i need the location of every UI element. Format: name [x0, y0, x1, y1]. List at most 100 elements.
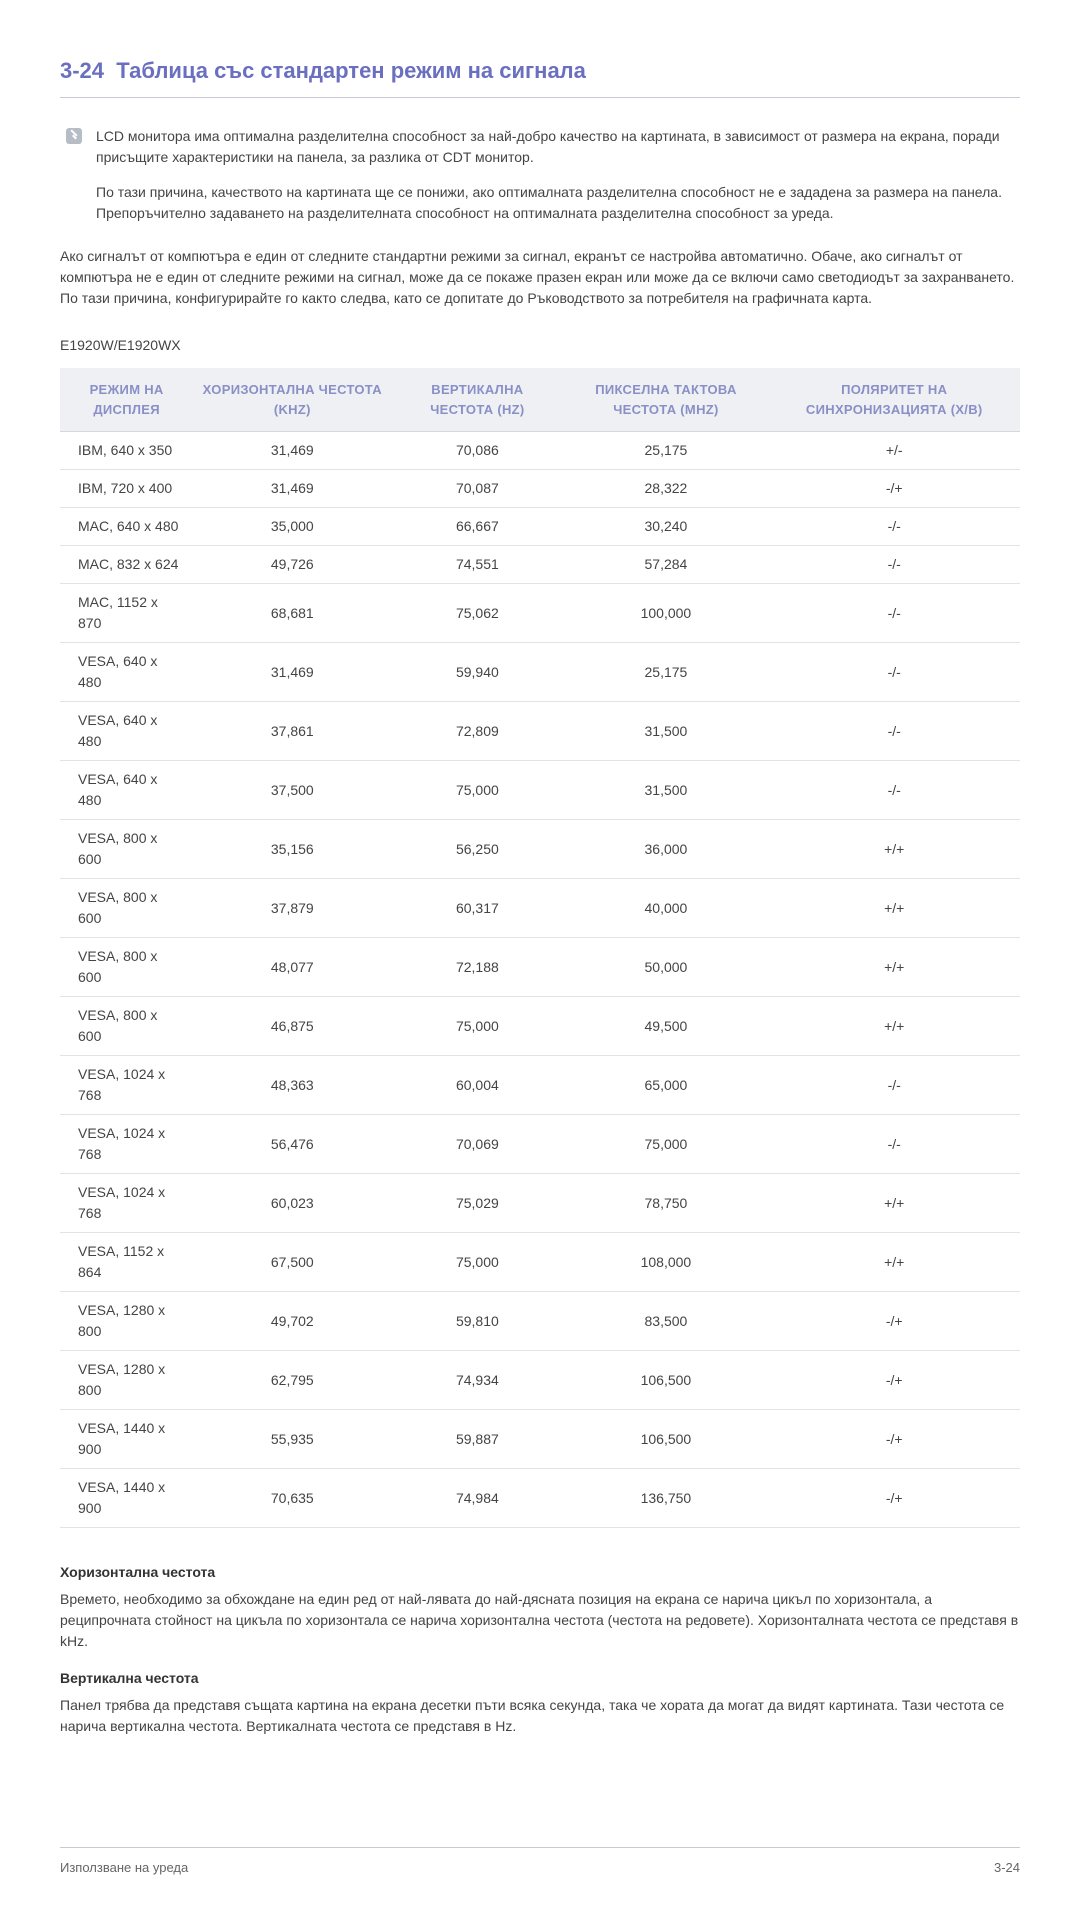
- table-header-row: РЕЖИМ НА ДИСПЛЕЯ ХОРИЗОНТАЛНА ЧЕСТОТА (K…: [60, 368, 1020, 432]
- table-cell: 25,175: [563, 643, 768, 702]
- page-footer: Използване на уреда 3-24: [60, 1847, 1020, 1878]
- table-cell: 67,500: [193, 1233, 391, 1292]
- table-cell: IBM, 640 x 350: [60, 432, 193, 470]
- table-row: IBM, 720 x 40031,46970,08728,322-/+: [60, 470, 1020, 508]
- table-cell: 48,077: [193, 938, 391, 997]
- definition-title: Хоризонтална честота: [60, 1562, 1020, 1583]
- table-cell: VESA, 1440 x 900: [60, 1469, 193, 1528]
- table-cell: 62,795: [193, 1351, 391, 1410]
- col-sync-polarity: ПОЛЯРИТЕТ НА СИНХРОНИЗАЦИЯТА (Х/В): [768, 368, 1020, 432]
- table-cell: 68,681: [193, 584, 391, 643]
- table-row: VESA, 1280 x 80049,70259,81083,500-/+: [60, 1292, 1020, 1351]
- table-row: VESA, 1024 x 76856,47670,06975,000-/-: [60, 1115, 1020, 1174]
- table-cell: 72,809: [391, 702, 563, 761]
- table-cell: +/+: [768, 879, 1020, 938]
- table-cell: 108,000: [563, 1233, 768, 1292]
- table-cell: -/+: [768, 1410, 1020, 1469]
- table-cell: 40,000: [563, 879, 768, 938]
- table-cell: +/+: [768, 938, 1020, 997]
- table-row: VESA, 1280 x 80062,79574,934106,500-/+: [60, 1351, 1020, 1410]
- table-cell: 31,469: [193, 470, 391, 508]
- table-row: VESA, 1152 x 86467,50075,000108,000+/+: [60, 1233, 1020, 1292]
- table-cell: IBM, 720 x 400: [60, 470, 193, 508]
- note-icon: [66, 128, 82, 144]
- table-cell: 74,984: [391, 1469, 563, 1528]
- table-row: VESA, 640 x 48037,86172,80931,500-/-: [60, 702, 1020, 761]
- table-row: VESA, 1440 x 90055,93559,887106,500-/+: [60, 1410, 1020, 1469]
- table-cell: 55,935: [193, 1410, 391, 1469]
- table-cell: 70,635: [193, 1469, 391, 1528]
- table-cell: 75,000: [391, 761, 563, 820]
- table-cell: 56,476: [193, 1115, 391, 1174]
- table-cell: 83,500: [563, 1292, 768, 1351]
- table-cell: 70,087: [391, 470, 563, 508]
- table-row: VESA, 640 x 48037,50075,00031,500-/-: [60, 761, 1020, 820]
- section-heading-text: Таблица със стандартен режим на сигнала: [116, 58, 586, 83]
- footer-left: Използване на уреда: [60, 1858, 188, 1878]
- table-cell: +/+: [768, 1174, 1020, 1233]
- table-cell: 65,000: [563, 1056, 768, 1115]
- table-cell: 75,000: [391, 1233, 563, 1292]
- table-cell: -/+: [768, 470, 1020, 508]
- table-row: VESA, 1440 x 90070,63574,984136,750-/+: [60, 1469, 1020, 1528]
- table-cell: -/-: [768, 546, 1020, 584]
- table-cell: VESA, 800 x 600: [60, 938, 193, 997]
- note-block: LCD монитора има оптимална разделителна …: [60, 126, 1020, 224]
- table-cell: 49,702: [193, 1292, 391, 1351]
- section-number: 3-24: [60, 58, 104, 83]
- table-cell: 75,029: [391, 1174, 563, 1233]
- table-cell: 70,086: [391, 432, 563, 470]
- table-cell: 48,363: [193, 1056, 391, 1115]
- table-cell: -/-: [768, 643, 1020, 702]
- table-cell: 60,023: [193, 1174, 391, 1233]
- table-cell: +/+: [768, 820, 1020, 879]
- table-cell: 78,750: [563, 1174, 768, 1233]
- table-cell: 100,000: [563, 584, 768, 643]
- table-cell: 75,000: [563, 1115, 768, 1174]
- definition-body: Времето, необходимо за обхождане на един…: [60, 1589, 1020, 1652]
- col-display-mode: РЕЖИМ НА ДИСПЛЕЯ: [60, 368, 193, 432]
- model-label: E1920W/E1920WX: [60, 335, 1020, 356]
- table-cell: 59,940: [391, 643, 563, 702]
- table-cell: 75,000: [391, 997, 563, 1056]
- table-cell: 72,188: [391, 938, 563, 997]
- table-cell: 37,861: [193, 702, 391, 761]
- table-cell: 31,469: [193, 432, 391, 470]
- table-cell: 60,317: [391, 879, 563, 938]
- table-row: VESA, 800 x 60037,87960,31740,000+/+: [60, 879, 1020, 938]
- table-cell: 49,726: [193, 546, 391, 584]
- table-cell: -/-: [768, 702, 1020, 761]
- table-cell: MAC, 1152 x 870: [60, 584, 193, 643]
- table-cell: 106,500: [563, 1351, 768, 1410]
- table-cell: 106,500: [563, 1410, 768, 1469]
- table-cell: VESA, 640 x 480: [60, 702, 193, 761]
- note-paragraph: По тази причина, качеството на картината…: [96, 182, 1020, 224]
- table-cell: 49,500: [563, 997, 768, 1056]
- table-cell: -/-: [768, 508, 1020, 546]
- table-cell: +/+: [768, 997, 1020, 1056]
- table-cell: VESA, 800 x 600: [60, 879, 193, 938]
- definition-title: Вертикална честота: [60, 1668, 1020, 1689]
- table-cell: -/-: [768, 1056, 1020, 1115]
- col-pixel-clock: ПИКСЕЛНА ТАКТОВА ЧЕСТОТА (MHZ): [563, 368, 768, 432]
- body-paragraph: Ако сигналът от компютъра е един от след…: [60, 246, 1020, 309]
- table-cell: 60,004: [391, 1056, 563, 1115]
- table-cell: 50,000: [563, 938, 768, 997]
- table-cell: 30,240: [563, 508, 768, 546]
- table-cell: VESA, 1024 x 768: [60, 1174, 193, 1233]
- table-cell: 59,887: [391, 1410, 563, 1469]
- table-cell: 37,500: [193, 761, 391, 820]
- table-cell: 35,000: [193, 508, 391, 546]
- table-cell: VESA, 1280 x 800: [60, 1292, 193, 1351]
- table-cell: 136,750: [563, 1469, 768, 1528]
- table-row: MAC, 640 x 48035,00066,66730,240-/-: [60, 508, 1020, 546]
- table-cell: 37,879: [193, 879, 391, 938]
- footer-right: 3-24: [994, 1858, 1020, 1878]
- note-paragraph: LCD монитора има оптимална разделителна …: [96, 126, 1020, 168]
- table-cell: MAC, 832 x 624: [60, 546, 193, 584]
- table-cell: 74,551: [391, 546, 563, 584]
- definition-body: Панел трябва да представя същата картина…: [60, 1695, 1020, 1737]
- table-row: VESA, 800 x 60046,87575,00049,500+/+: [60, 997, 1020, 1056]
- table-row: MAC, 832 x 62449,72674,55157,284-/-: [60, 546, 1020, 584]
- table-cell: 31,469: [193, 643, 391, 702]
